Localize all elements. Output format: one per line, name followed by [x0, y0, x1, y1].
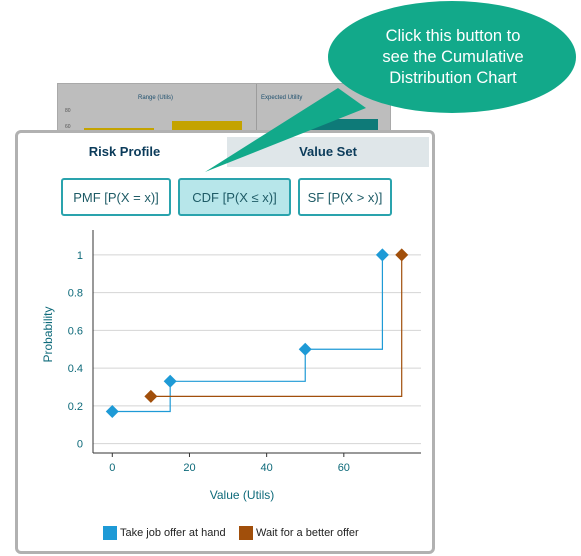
sf-button[interactable]: SF [P(X > x)]: [298, 178, 392, 216]
cdf-chart: 0 0.2 0.4 0.6 0.8 1 0 20 40 60 Value (Utils) Probab…: [41, 230, 421, 502]
legend-item-take-job: Take job offer at hand: [103, 526, 226, 540]
callout-text: Click this button to see the Cumulative …: [358, 26, 548, 89]
x-axis-label: Value (Utils): [210, 488, 274, 502]
cdf-button[interactable]: CDF [P(X ≤ x)]: [178, 178, 291, 216]
background-tick-80: 80: [65, 108, 71, 114]
y-tick-label: 0: [77, 439, 83, 451]
x-tick-label: 60: [338, 462, 350, 474]
legend-label-take-job: Take job offer at hand: [120, 527, 226, 539]
legend-swatch-take-job: [103, 526, 117, 540]
callout-line-3: Distribution Chart: [389, 69, 517, 87]
series-1-point: [375, 248, 389, 262]
background-chart-title-right: Expected Utility: [261, 95, 303, 101]
legend-swatch-wait: [239, 526, 253, 540]
y-tick-label: 0.2: [68, 401, 83, 413]
legend-label-wait: Wait for a better offer: [256, 527, 359, 539]
y-tick-label: 0.6: [68, 325, 83, 337]
series-1-point: [105, 404, 119, 418]
risk-profile-panel: Risk Profile Value Set PMF [P(X = x)] CD…: [15, 130, 435, 554]
series-line-2: [150, 254, 403, 397]
tab-risk-profile[interactable]: Risk Profile: [22, 137, 227, 167]
x-tick-label: 0: [109, 462, 115, 474]
background-tick-60: 60: [65, 124, 71, 130]
pmf-button[interactable]: PMF [P(X = x)]: [61, 178, 171, 216]
legend-item-wait: Wait for a better offer: [239, 526, 359, 540]
x-tick-label: 40: [261, 462, 273, 474]
series-2-point: [395, 248, 409, 262]
series-1-point: [298, 342, 312, 356]
callout-line-1: Click this button to: [385, 27, 521, 45]
background-chart-title-left: Range (Utils): [138, 95, 174, 101]
series-2-point: [144, 389, 158, 403]
series-line-1: [112, 254, 384, 413]
y-tick-label: 0.8: [68, 288, 83, 300]
callout-line-2: see the Cumulative: [382, 48, 524, 66]
y-tick-label: 1: [77, 250, 83, 262]
x-tick-label: 20: [183, 462, 195, 474]
series-1-point: [163, 374, 177, 388]
y-tick-label: 0.4: [68, 363, 83, 375]
y-axis-label: Probability: [41, 306, 55, 362]
